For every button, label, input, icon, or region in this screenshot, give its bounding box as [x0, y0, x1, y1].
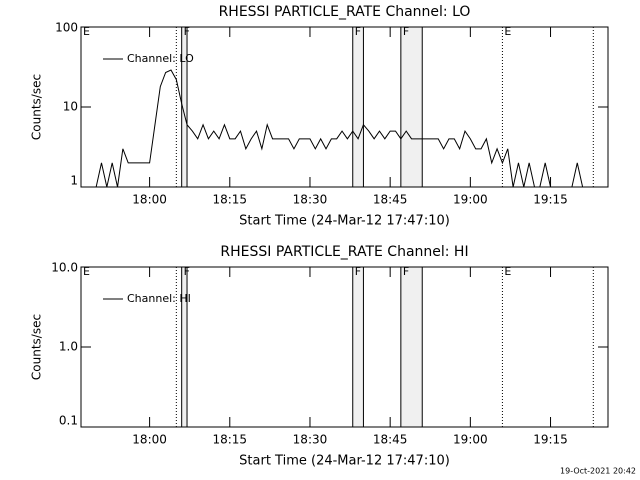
x-tick-label: 18:15 — [212, 433, 247, 447]
x-tick-label: 18:15 — [212, 193, 247, 207]
y-tick-label: 1 — [70, 174, 78, 188]
x-tick-label: 19:00 — [453, 193, 488, 207]
flag-label: E — [83, 265, 90, 278]
plot-frame — [80, 266, 609, 428]
y-axis-label: Counts/sec — [30, 314, 44, 380]
legend-label: Channel: LO — [127, 52, 194, 65]
plot-frame — [80, 26, 609, 188]
flag-label: F — [403, 25, 409, 38]
data-line — [95, 69, 584, 188]
flag-label: E — [504, 25, 511, 38]
x-tick-label: 19:15 — [533, 433, 568, 447]
flag-label: E — [83, 25, 90, 38]
x-tick-label: 18:30 — [293, 433, 328, 447]
timestamp: 19-Oct-2021 20:42 — [560, 467, 636, 476]
y-tick-label: 10.0 — [51, 261, 78, 275]
y-tick-label: 1.0 — [59, 340, 78, 354]
x-tick-label: 18:00 — [132, 433, 167, 447]
flag-span — [181, 27, 188, 187]
flag-label: F — [403, 265, 409, 278]
x-tick-label: 18:45 — [373, 433, 408, 447]
y-tick-label: 10 — [63, 100, 78, 114]
flag-span — [400, 267, 423, 427]
flag-label: F — [184, 265, 190, 278]
x-axis-label: Start Time (24-Mar-12 17:47:10) — [239, 454, 450, 469]
chart-title: RHESSI PARTICLE_RATE Channel: LO — [219, 4, 471, 20]
chart-title: RHESSI PARTICLE_RATE Channel: HI — [220, 244, 468, 260]
flag-span — [400, 27, 423, 187]
x-tick-label: 19:00 — [453, 433, 488, 447]
x-tick-label: 18:00 — [132, 193, 167, 207]
legend-label: Channel: HI — [127, 292, 191, 305]
x-tick-label: 19:15 — [533, 193, 568, 207]
flag-span — [352, 267, 364, 427]
x-axis-label: Start Time (24-Mar-12 17:47:10) — [239, 214, 450, 229]
flag-span — [352, 27, 364, 187]
flag-span — [181, 267, 188, 427]
flag-label: F — [355, 265, 361, 278]
flag-label: E — [504, 265, 511, 278]
flag-label: F — [355, 25, 361, 38]
y-tick-label: 0.1 — [59, 414, 78, 428]
x-tick-label: 18:45 — [373, 193, 408, 207]
flag-label: F — [184, 25, 190, 38]
x-tick-label: 18:30 — [293, 193, 328, 207]
y-axis-label: Counts/sec — [30, 74, 44, 140]
y-tick-label: 100 — [55, 21, 78, 35]
